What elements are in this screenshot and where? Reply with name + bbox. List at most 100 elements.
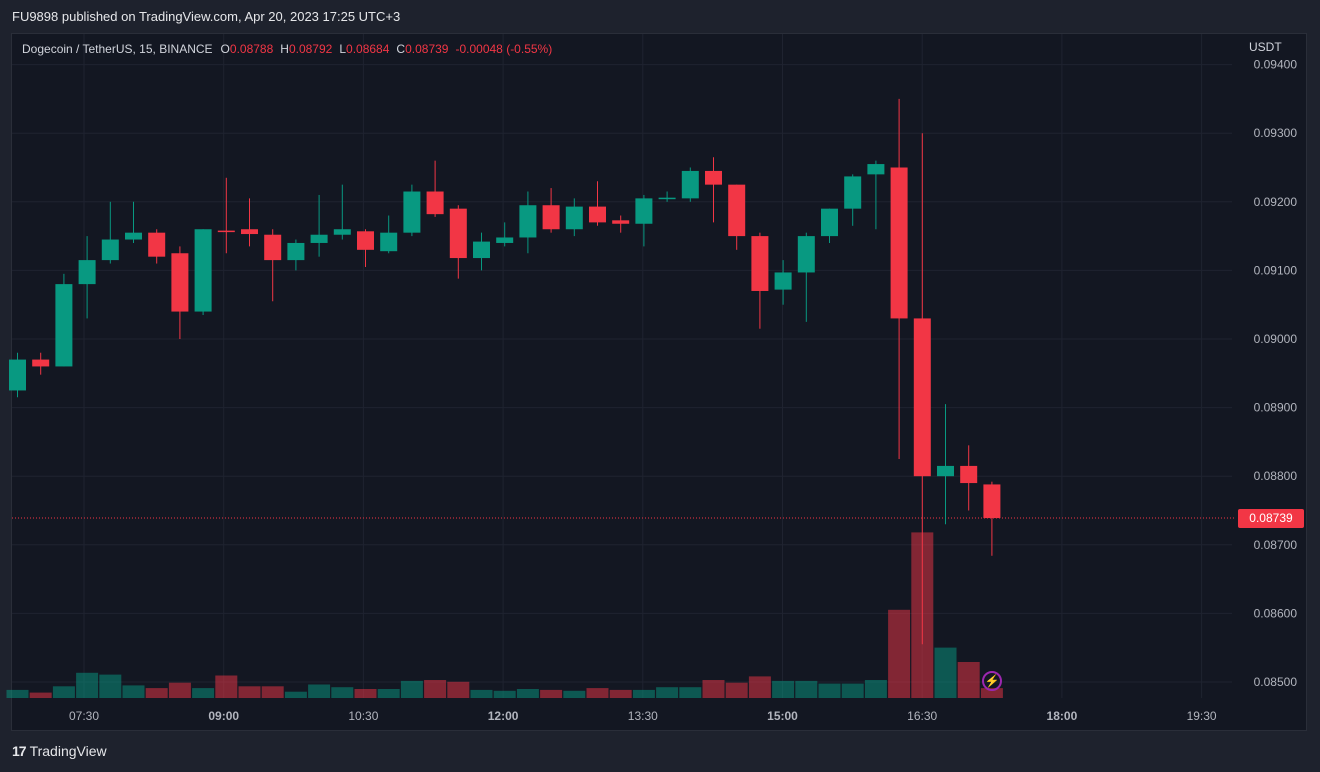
candle-body <box>565 206 583 230</box>
publish-info: FU9898 published on TradingView.com, Apr… <box>12 9 401 24</box>
volume-bar <box>400 680 423 698</box>
candle-body <box>867 164 885 175</box>
tradingview-brand[interactable]: 17 TradingView <box>12 743 107 759</box>
volume-bars <box>6 532 1003 698</box>
volume-bar <box>888 609 911 698</box>
volume-bar <box>6 689 29 698</box>
price-tick-label: 0.09400 <box>1254 58 1298 72</box>
time-tick-label: 13:30 <box>628 709 658 723</box>
volume-bar <box>516 689 539 698</box>
volume-bar <box>168 682 191 698</box>
chart-frame[interactable] <box>11 33 1307 731</box>
candle-body <box>264 234 282 261</box>
candle-body <box>171 253 189 312</box>
candle-body <box>55 284 73 367</box>
candle-body <box>125 232 142 240</box>
candle-body <box>473 241 490 259</box>
price-tick-label: 0.08800 <box>1254 469 1298 483</box>
candle-body <box>821 208 838 237</box>
candle-body <box>983 484 1001 519</box>
time-tick-label: 19:30 <box>1187 709 1217 723</box>
volume-bar <box>52 686 75 698</box>
volume-bar <box>934 647 957 698</box>
volume-bar <box>308 684 331 698</box>
volume-bar <box>841 683 864 698</box>
volume-bar <box>772 680 795 698</box>
tradingview-logo-icon: 17 <box>12 743 27 759</box>
candle-body <box>705 170 722 185</box>
volume-bar <box>29 692 52 698</box>
price-tick-label: 0.09100 <box>1254 263 1298 277</box>
candle-body <box>658 197 676 200</box>
volume-bar <box>980 688 1003 698</box>
time-tick-label: 15:00 <box>767 709 798 723</box>
price-tick-label: 0.09000 <box>1254 332 1298 346</box>
candle-body <box>681 170 699 199</box>
candles <box>9 98 1001 645</box>
volume-bar <box>261 686 284 698</box>
price-axis: 0.08500 0.08600 0.08700 0.08800 0.08900 0.090… <box>1254 58 1298 689</box>
currency-label[interactable]: USDT <box>1249 40 1282 54</box>
volume-bar <box>424 680 447 698</box>
volume-bar <box>470 689 493 698</box>
close-label: C <box>396 42 406 56</box>
volume-bar <box>331 687 354 698</box>
candle-body <box>519 205 537 238</box>
low-value: 0.08684 <box>346 42 390 56</box>
candle-body <box>635 198 653 224</box>
volume-bar <box>748 676 771 698</box>
time-tick-label: 09:00 <box>208 709 239 723</box>
candle-body <box>426 191 444 215</box>
volume-bar <box>447 681 470 698</box>
brand-name: TradingView <box>29 743 107 759</box>
price-tick-label: 0.08700 <box>1254 538 1298 552</box>
price-tick-label: 0.09200 <box>1254 195 1298 209</box>
current-price-tag: 0.08739 <box>1238 509 1304 528</box>
candle-body <box>542 205 560 230</box>
volume-bar <box>725 682 748 698</box>
candle-body <box>449 208 467 259</box>
volume-bar <box>818 683 841 698</box>
volume-bar <box>354 689 377 698</box>
candle-body <box>287 242 305 261</box>
candle-body <box>9 359 26 391</box>
candle-body <box>496 237 514 243</box>
candle-body <box>797 236 815 273</box>
candle-body <box>844 176 862 209</box>
time-tick-label: 12:00 <box>488 709 519 723</box>
grid-lines <box>12 34 1236 698</box>
close-value: 0.08739 <box>405 42 449 56</box>
high-label: H <box>280 42 289 56</box>
volume-bar <box>493 690 516 698</box>
lightning-icon[interactable]: ⚡ <box>982 671 1002 691</box>
volume-bar <box>377 689 400 698</box>
volume-bar <box>122 685 145 698</box>
time-tick-label: 10:30 <box>348 709 378 723</box>
time-tick-label: 18:00 <box>1047 709 1078 723</box>
symbol-name[interactable]: Dogecoin / TetherUS, 15, BINANCE <box>22 42 213 56</box>
candle-body <box>890 167 908 319</box>
price-tick-label: 0.08900 <box>1254 401 1298 415</box>
ohlc-legend: Dogecoin / TetherUS, 15, BINANCE O0.08788… <box>22 42 559 56</box>
price-tick-label: 0.08500 <box>1254 675 1298 689</box>
candle-body <box>148 232 166 257</box>
price-tick-label: 0.09300 <box>1254 126 1298 140</box>
candle-body <box>751 236 769 291</box>
volume-bar <box>795 680 818 698</box>
candle-body <box>357 231 374 250</box>
candle-body <box>612 220 630 224</box>
price-tick-label: 0.08600 <box>1254 606 1298 620</box>
candle-body <box>241 229 258 235</box>
candle-body <box>589 206 606 223</box>
volume-bar <box>192 688 215 698</box>
volume-bar <box>238 686 261 698</box>
volume-bar <box>145 688 168 698</box>
volume-bar <box>215 675 238 698</box>
candle-body <box>217 230 235 233</box>
candle-body <box>194 229 212 312</box>
candle-body <box>774 272 792 290</box>
open-value: 0.08788 <box>229 42 274 56</box>
candle-body <box>380 232 398 252</box>
candle-body <box>403 191 421 233</box>
